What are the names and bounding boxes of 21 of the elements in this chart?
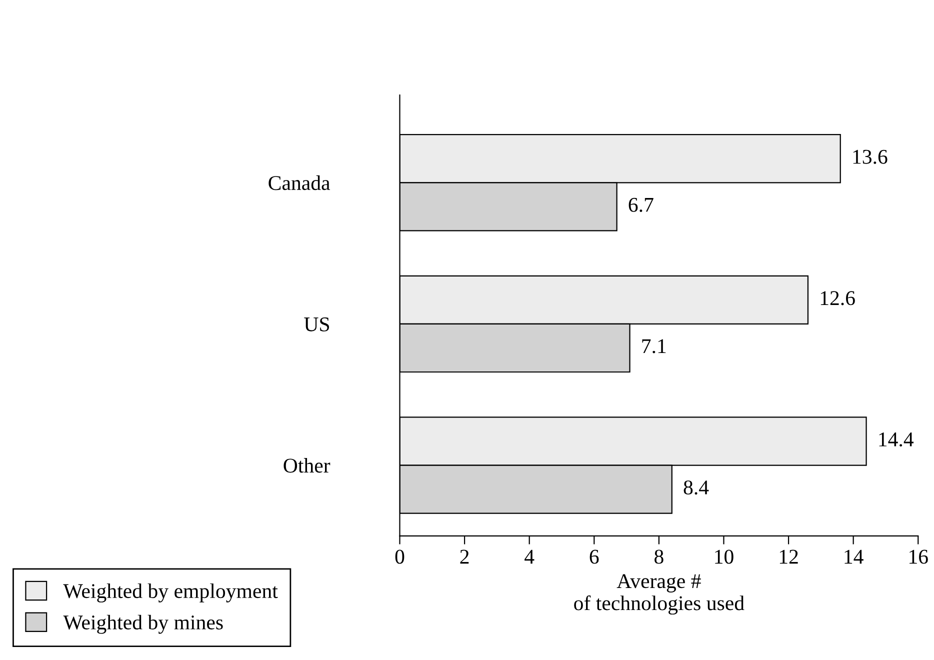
y-tick-label: Other — [284, 458, 330, 473]
x-tick-label: 6 — [590, 550, 599, 564]
data-label: 14.4 — [879, 432, 914, 447]
x-tick-label: 0 — [395, 550, 404, 564]
x-tick-label: 4 — [524, 550, 534, 564]
data-label: 7.1 — [642, 339, 666, 354]
x-tick-label: 2 — [460, 550, 469, 564]
x-tick-label: 14 — [844, 550, 864, 564]
y-tick-label: Canada — [268, 175, 330, 190]
x-tick-label: 12 — [780, 550, 798, 564]
legend-label: Weighted by mines — [63, 614, 223, 634]
x-tick-label: 8 — [654, 550, 664, 564]
data-label: 6.7 — [628, 198, 654, 212]
x-tick-label: 16 — [910, 550, 928, 564]
y-tick-label: US — [304, 317, 330, 332]
x-axis-title: Average # of technologies used — [574, 574, 744, 615]
data-label: 13.6 — [853, 150, 888, 164]
data-label: 12.6 — [820, 291, 855, 306]
legend-label: Weighted by employment — [63, 583, 278, 602]
data-label: 8.4 — [684, 480, 709, 495]
x-tick-label: 10 — [715, 550, 734, 564]
